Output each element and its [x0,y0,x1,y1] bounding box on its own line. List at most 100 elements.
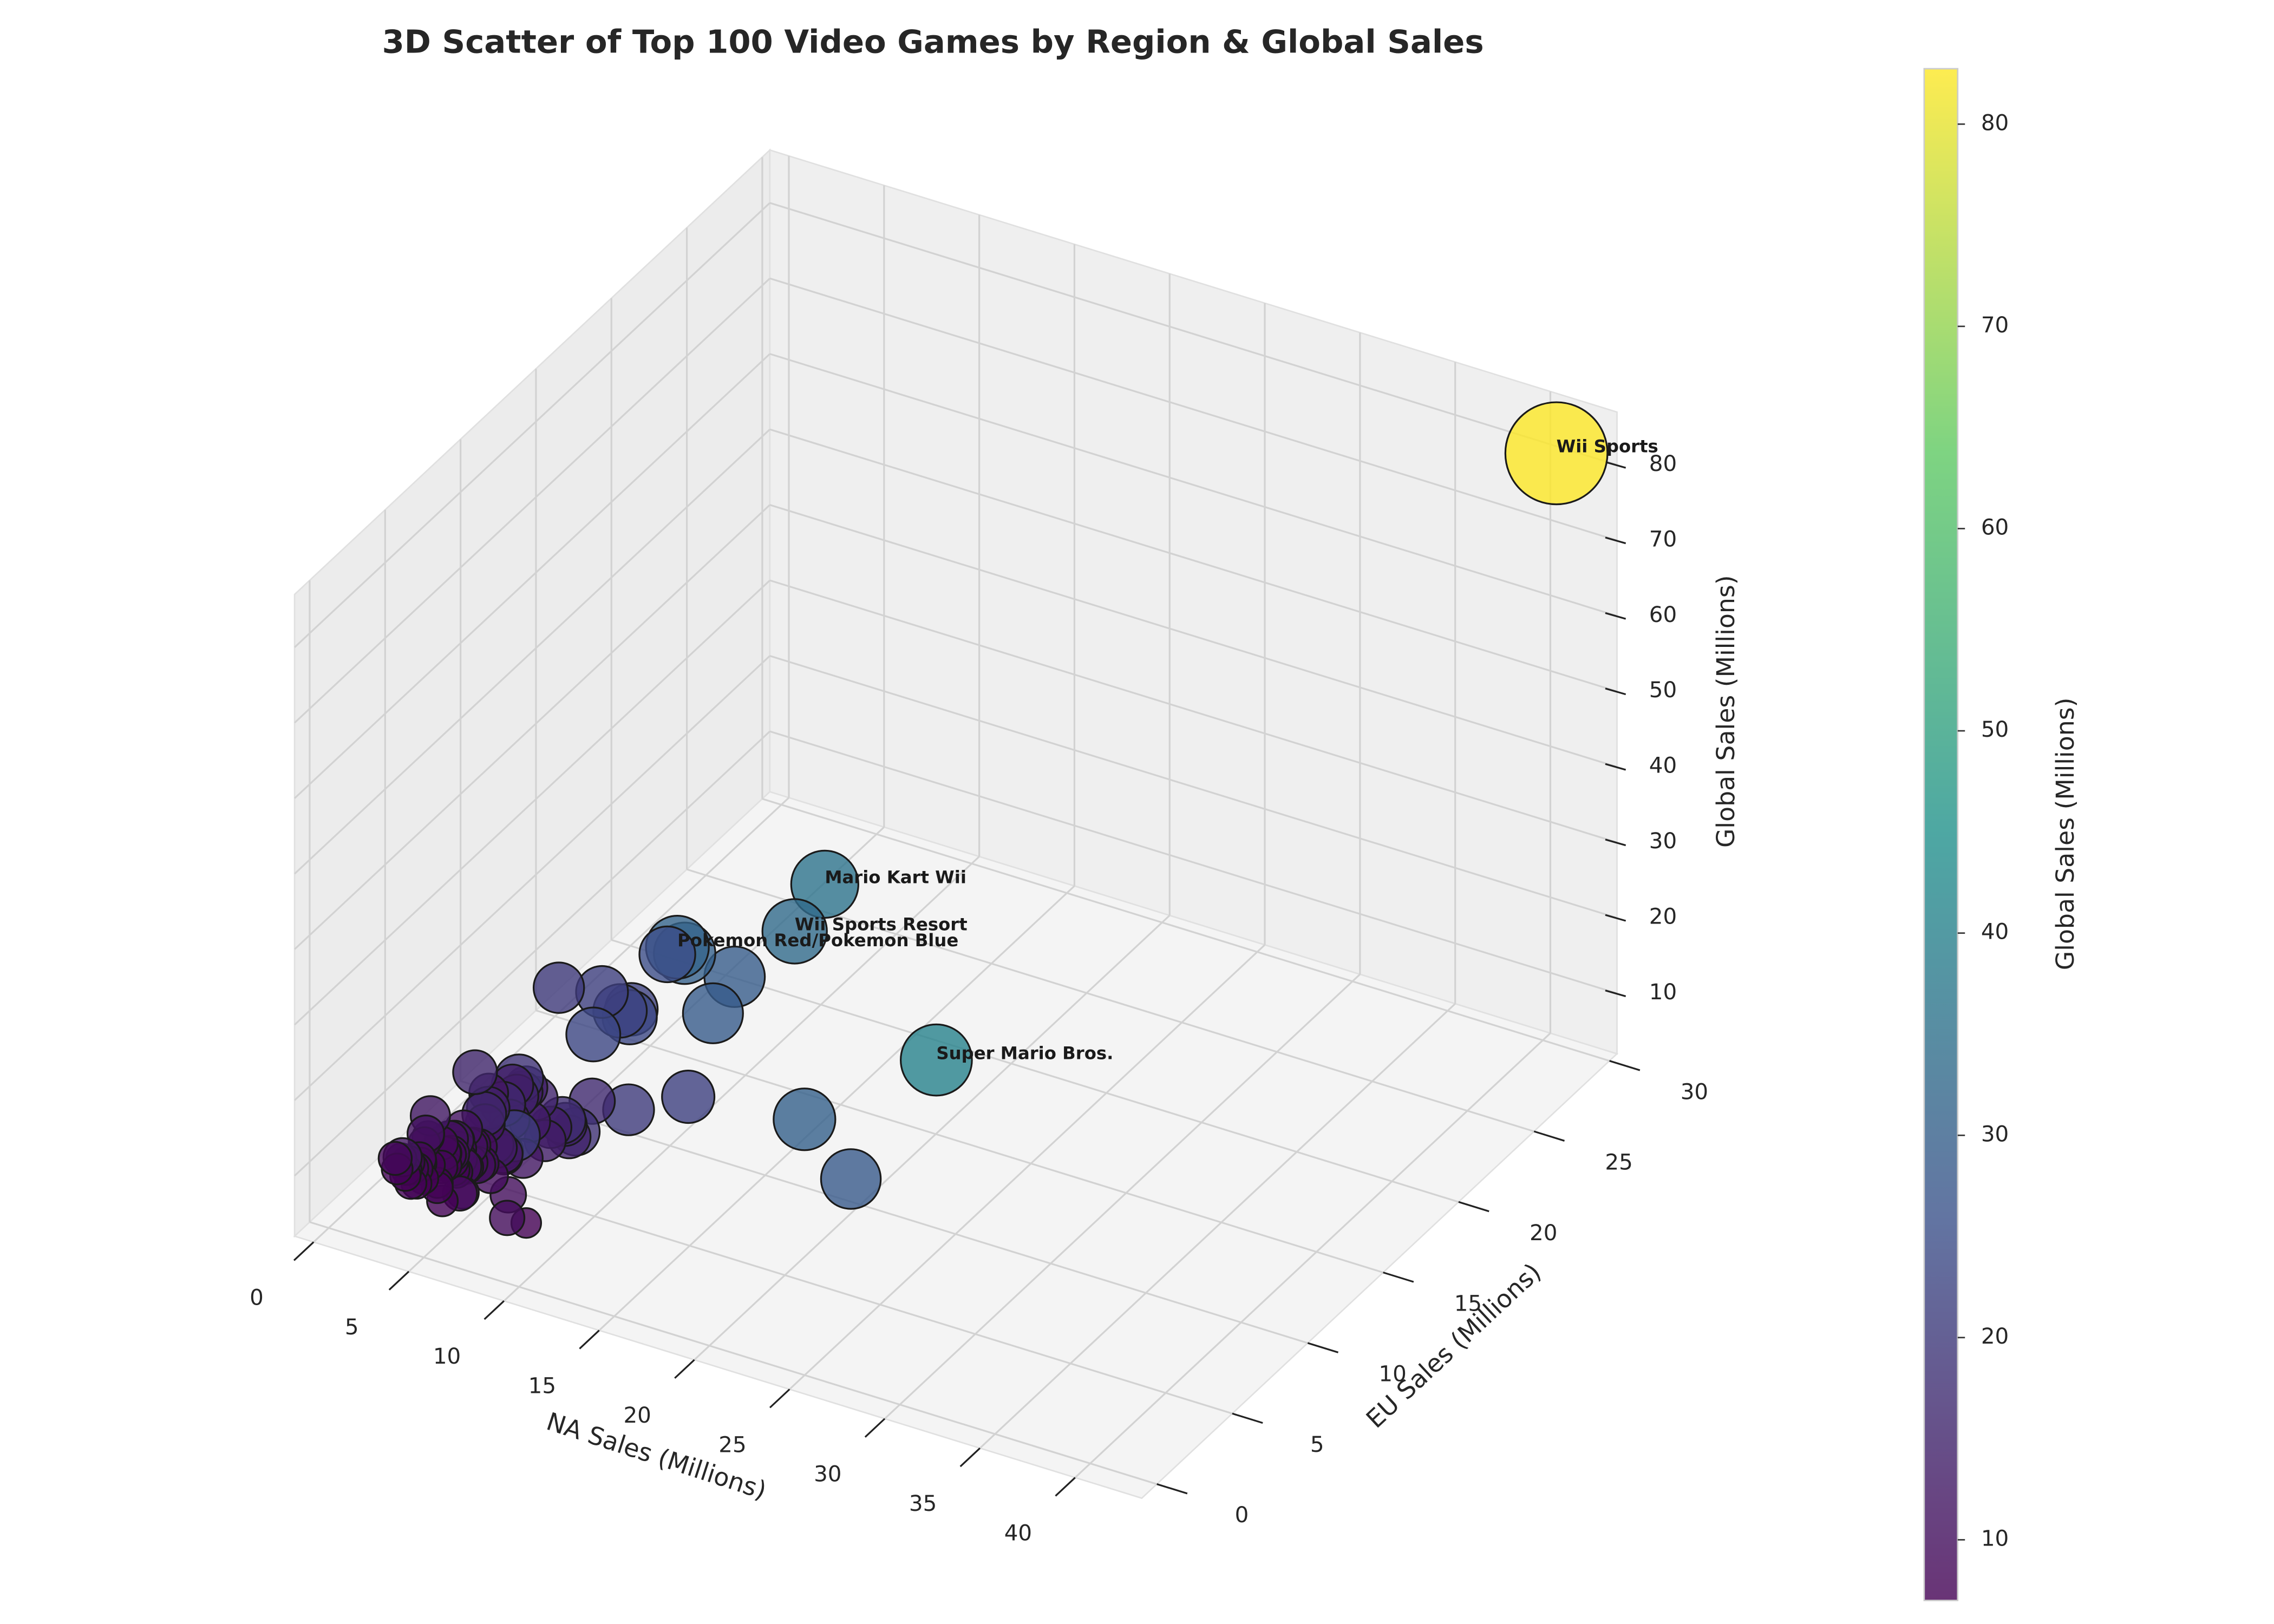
point [452,1049,498,1095]
grid-line [309,1221,1158,1485]
point-label: Mario Kart Wii [825,867,966,888]
y-tick-mark [1458,1201,1489,1213]
x-tick-label: 40 [1004,1520,1032,1546]
grid-line [769,428,1618,692]
points [377,401,1609,1239]
grid-line [293,429,770,875]
grid-line [769,353,1618,617]
grid-line [769,504,1618,768]
y-tick-mark [1232,1412,1263,1424]
grid-line [293,504,770,950]
colorbar-tick-label: 10 [1981,1525,2009,1551]
grid-line [769,730,1618,994]
grid-line [769,277,1618,541]
grid-line [293,655,770,1101]
grid-line [535,1010,1384,1274]
z-tick-mark [1605,612,1626,620]
point [532,961,585,1014]
point-label: Pokemon Red/Pokemon Blue [677,930,958,951]
grid-line [1074,1032,1551,1478]
x-tick-label: 5 [345,1314,359,1340]
x-tick-mark [293,1241,315,1261]
colorbar [1923,68,1959,1601]
x-tick-label: 0 [250,1285,264,1310]
y-tick-mark [1609,1060,1641,1071]
grid-line [598,885,1075,1331]
y-tick-label: 20 [1530,1220,1557,1246]
x-tick-mark [579,1330,600,1350]
z-tick-mark [1605,687,1626,696]
colorbar-tick-label: 50 [1981,717,2009,742]
z-tick-mark [1605,763,1626,771]
grid-line [769,655,1618,919]
x-tick-mark [388,1271,410,1291]
grid-line [503,856,980,1302]
point [761,898,828,965]
y-tick-mark [1156,1483,1188,1495]
grid-line [762,798,1610,1062]
z-tick-mark [1605,536,1626,545]
point [820,1148,882,1210]
x-tick-label: 30 [814,1462,841,1487]
point-label: Super Mario Bros. [936,1043,1113,1063]
z-tick-label: 30 [1649,828,1677,854]
z-tick-label: 60 [1649,602,1677,627]
point-label: Wii Sports Resort [795,914,968,935]
point [773,1088,837,1151]
colorbar-tick-label: 70 [1981,312,2009,338]
z-tick-mark [1605,461,1626,469]
y-tick-label: 5 [1310,1432,1324,1457]
y-tick-label: 25 [1605,1150,1632,1175]
x-tick-label: 20 [623,1403,651,1428]
z-tick-label: 70 [1649,526,1677,552]
point [900,1023,973,1097]
y-tick-label: 15 [1454,1291,1482,1316]
x-tick-mark [864,1418,886,1438]
chart-title: 3D Scatter of Top 100 Video Games by Reg… [382,23,1484,60]
y-tick-mark [1307,1342,1339,1353]
colorbar-tick-label: 60 [1981,514,2009,540]
x-tick-label: 15 [528,1373,556,1399]
x-tick-label: 10 [433,1344,461,1369]
grid-line [769,579,1618,843]
z-tick-mark [1605,914,1626,922]
z-tick-mark [1605,839,1626,847]
y-tick-label: 30 [1681,1079,1708,1104]
y-axis-label: EU Sales (Millions) [1361,1258,1546,1433]
point [661,1070,716,1124]
y-tick-mark [1383,1272,1414,1283]
point-label: Wii Sports [1557,436,1658,457]
grid-line [293,730,770,1177]
grid-line [293,579,770,1026]
x-tick-mark [1055,1477,1076,1497]
x-tick-label: 25 [718,1432,746,1457]
grid-line [293,202,770,648]
point [1504,401,1609,506]
grid-line [460,1080,1308,1344]
z-tick-label: 20 [1649,904,1677,929]
point [377,1141,413,1176]
z-axis-label: Global Sales (Millions) [1711,575,1740,848]
grid-line [789,944,1266,1390]
colorbar-tick-label: 20 [1981,1324,2009,1349]
point [565,1006,622,1063]
grid-line [769,202,1618,466]
x-tick-mark [959,1447,981,1468]
x-tick-mark [674,1359,695,1379]
colorbar-tick-label: 30 [1981,1121,2009,1147]
colorbar-tick-label: 40 [1981,919,2009,945]
y-tick-label: 0 [1235,1502,1249,1528]
x-tick-mark [483,1300,505,1320]
z-tick-label: 10 [1649,979,1677,1005]
z-tick-label: 50 [1649,677,1677,703]
colorbar-label: Global Sales (Millions) [2051,698,2080,971]
point [638,925,696,984]
point [682,982,744,1044]
x-tick-mark [769,1389,790,1409]
y-tick-label: 10 [1378,1361,1406,1387]
grid-line [293,353,770,799]
z-tick-label: 40 [1649,753,1677,778]
y-tick-mark [1533,1130,1565,1142]
